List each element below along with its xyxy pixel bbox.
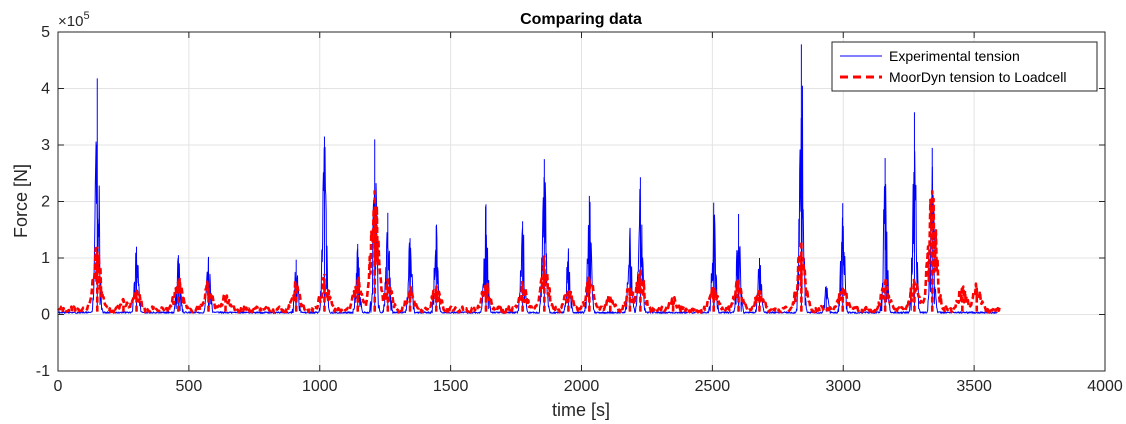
x-tick-label: 4000 xyxy=(1087,378,1123,395)
y-tick-label: 3 xyxy=(41,137,50,154)
y-axis-multiplier: ×105 xyxy=(58,10,90,30)
x-tick-label: 0 xyxy=(54,378,63,395)
x-tick-label: 3000 xyxy=(825,378,861,395)
x-axis-label: time [s] xyxy=(552,400,610,420)
chart-title: Comparing data xyxy=(520,11,642,28)
y-tick-label: 0 xyxy=(41,307,50,324)
legend-label-moordyn: MoorDyn tension to Loadcell xyxy=(889,69,1066,85)
y-tick-label: 1 xyxy=(41,250,50,267)
y-tick-label: -1 xyxy=(36,363,50,380)
y-tick-label: 4 xyxy=(41,81,50,98)
y-multiplier-base: ×10 xyxy=(58,13,83,30)
y-axis-label: Force [N] xyxy=(11,164,31,238)
x-tick-label: 2500 xyxy=(695,378,731,395)
x-tick-label: 1000 xyxy=(302,378,338,395)
x-tick-label: 3500 xyxy=(956,378,992,395)
plot-series xyxy=(57,44,1002,315)
y-tick-label: 2 xyxy=(41,194,50,211)
legend-label-experimental: Experimental tension xyxy=(889,48,1020,64)
y-multiplier-exponent: 5 xyxy=(83,10,89,22)
y-tick-label: 5 xyxy=(41,24,50,41)
x-tick-label: 2000 xyxy=(564,378,600,395)
legend-box xyxy=(831,41,1098,92)
legend: Experimental tension MoorDyn tension to … xyxy=(831,41,1098,92)
x-tick-label: 1500 xyxy=(433,378,469,395)
x-tick-label: 500 xyxy=(176,378,203,395)
